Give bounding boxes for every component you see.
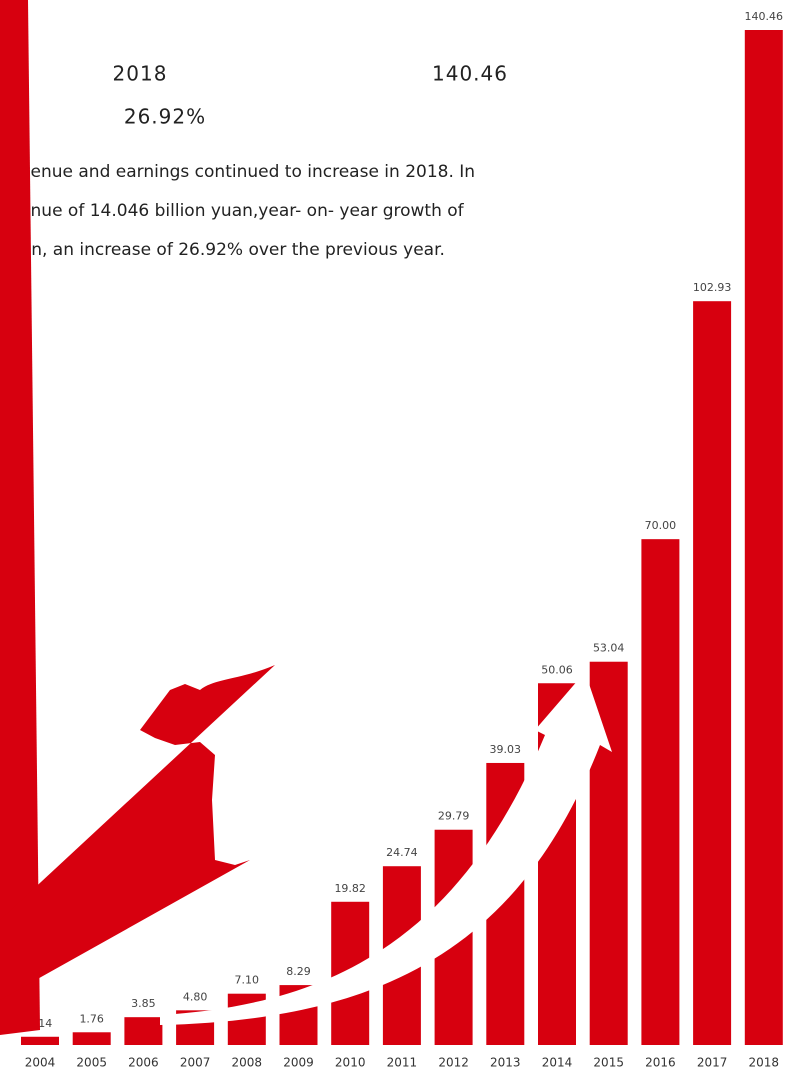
value-label: 19.82 (334, 882, 366, 895)
decor-arrow (160, 672, 612, 1025)
x-tick-label: 2013 (490, 1056, 521, 1070)
decor-wedge (0, 0, 40, 1035)
x-tick-label: 2010 (335, 1056, 366, 1070)
value-label: 3.85 (131, 997, 156, 1010)
value-label: 50.06 (541, 663, 573, 676)
bar (21, 1036, 59, 1045)
value-label: 39.03 (490, 743, 522, 756)
decor-map (0, 665, 275, 1000)
x-tick-label: 2006 (128, 1056, 159, 1070)
value-label: 53.04 (593, 642, 625, 655)
x-tick-label: 2012 (438, 1056, 469, 1070)
value-label: 8.29 (286, 965, 311, 978)
x-tick-label: 2016 (645, 1056, 676, 1070)
x-tick-label: 2009 (283, 1056, 314, 1070)
x-tick-label: 2014 (542, 1056, 573, 1070)
value-label: 4.80 (183, 990, 208, 1003)
bar (693, 301, 732, 1045)
value-label: 24.74 (386, 846, 418, 859)
x-tick-label: 2005 (76, 1056, 107, 1070)
x-tick-label: 2018 (749, 1056, 780, 1070)
paragraph-line: evenue and earnings continued to increas… (10, 162, 475, 182)
value-label: 140.46 (745, 10, 784, 23)
bar (124, 1017, 163, 1045)
x-tick-label: 2004 (25, 1056, 56, 1070)
x-tick-label: 2011 (387, 1056, 418, 1070)
x-tick-label: 2015 (593, 1056, 624, 1070)
value-label: 102.93 (693, 281, 732, 294)
bar (72, 1032, 111, 1045)
x-tick-label: 2007 (180, 1056, 211, 1070)
paragraph-line: uan, an increase of 26.92% over the prev… (10, 240, 445, 260)
bar (641, 539, 680, 1045)
headline-year: 2018 (113, 62, 168, 86)
x-tick-label: 2008 (232, 1056, 263, 1070)
value-label: 1.76 (79, 1012, 104, 1025)
headline-revenue: 140.46 (432, 62, 508, 86)
bar (744, 30, 783, 1045)
x-tick-label: 2017 (697, 1056, 728, 1070)
value-label: 70.00 (645, 519, 677, 532)
headline-growth: 26.92% (124, 105, 206, 129)
value-label: 29.79 (438, 810, 470, 823)
value-label: 7.10 (235, 974, 260, 987)
paragraph-line: venue of 14.046 billion yuan,year- on- y… (10, 201, 465, 221)
